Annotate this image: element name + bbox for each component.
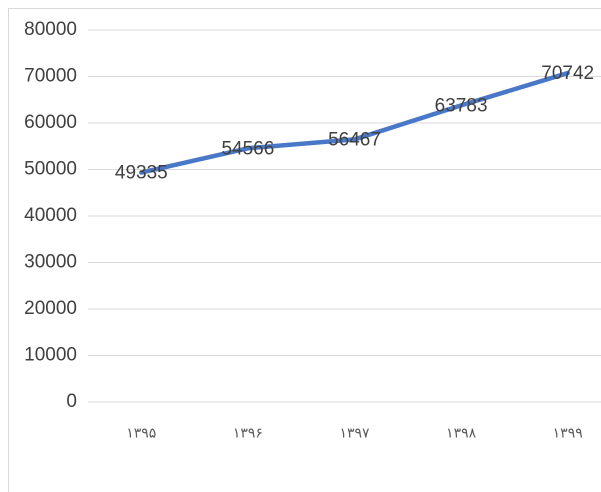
data-line [139, 70, 570, 175]
x-tick-label: ۱۳۹۹ [553, 425, 583, 441]
y-tick-label: 0 [66, 391, 77, 412]
y-tick-label: 80000 [24, 19, 77, 40]
x-tick-label: ۱۳۹۶ [233, 425, 263, 441]
data-label: 54566 [221, 138, 274, 159]
data-label: 56467 [328, 129, 381, 150]
y-tick-label: 50000 [24, 159, 77, 180]
data-label: 49335 [115, 163, 168, 184]
y-tick-label: 20000 [24, 298, 77, 319]
x-tick-label: ۱۳۹۸ [446, 425, 477, 441]
data-label: 63783 [435, 95, 488, 116]
data-label: 70742 [541, 63, 594, 84]
y-tick-label: 10000 [24, 345, 77, 366]
y-tick-label: 30000 [24, 252, 77, 273]
y-tick-label: 60000 [24, 112, 77, 133]
chart-frame [8, 8, 601, 492]
y-tick-label: 70000 [24, 66, 77, 87]
y-tick-label: 40000 [24, 205, 77, 226]
x-tick-label: ۱۳۹۷ [339, 425, 370, 441]
x-tick-label: ۱۳۹۵ [126, 425, 156, 441]
